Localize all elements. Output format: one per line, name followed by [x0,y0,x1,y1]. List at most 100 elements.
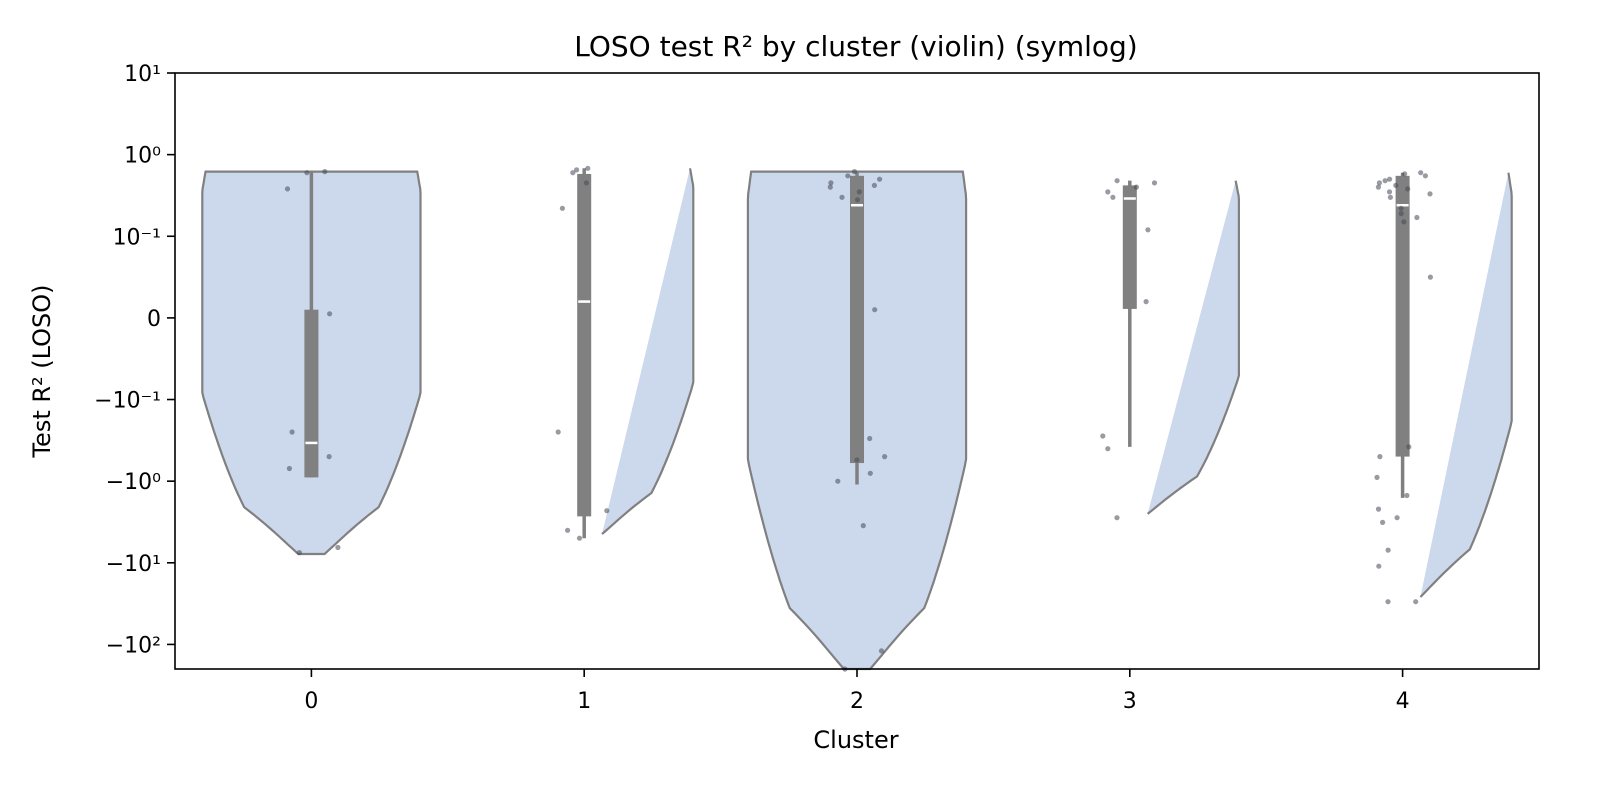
x-tick-label: 0 [304,689,318,714]
y-tick-label: −10⁰ [106,470,161,495]
data-point-0 [326,454,332,460]
y-tick-label: −10⁻¹ [94,389,161,414]
data-point-4 [1377,454,1383,460]
data-point-1 [555,429,561,435]
iqr-box-3 [1122,185,1137,309]
violin-body-1 [601,168,695,535]
data-point-2 [872,307,878,313]
data-point-2 [860,523,866,529]
data-point-0 [289,429,295,435]
data-point-1 [565,527,571,533]
data-point-4 [1382,178,1388,184]
iqr-box-2 [850,175,864,464]
data-point-2 [882,454,888,460]
iqr-box-1 [577,173,592,517]
y-tick-label: 10⁰ [124,144,161,169]
data-point-1 [583,180,590,186]
data-point-2 [871,182,878,188]
y-tick-label: −10² [106,633,161,658]
data-point-4 [1405,186,1411,192]
data-point-4 [1387,176,1393,182]
data-point-2 [854,457,860,463]
data-point-4 [1398,210,1404,217]
data-point-1 [574,167,580,173]
data-point-2 [878,648,885,654]
data-point-4 [1398,205,1404,211]
data-point-4 [1394,515,1400,521]
iqr-box-0 [304,309,319,478]
data-point-2 [856,189,862,195]
data-point-0 [286,465,292,472]
data-point-1 [559,205,566,211]
x-tick-label: 2 [850,689,864,714]
data-point-4 [1404,492,1410,499]
data-point-2 [854,197,861,203]
plot-area [201,165,1513,672]
data-point-1 [570,170,576,176]
data-point-2 [828,180,834,186]
data-point-2 [867,470,873,476]
data-point-3 [1145,227,1151,233]
data-point-2 [877,176,883,182]
data-point-4 [1393,182,1399,188]
data-point-4 [1413,599,1419,605]
data-point-2 [851,169,858,175]
data-point-2 [827,184,833,190]
x-axis-label: Cluster [813,726,898,754]
data-point-4 [1414,214,1420,221]
data-point-4 [1376,563,1382,569]
data-point-4 [1375,506,1382,512]
data-point-3 [1114,178,1120,184]
data-point-2 [835,478,841,484]
y-tick-label: −10¹ [106,552,161,577]
y-tick-label: 10¹ [124,62,161,87]
data-point-2 [839,194,845,200]
x-axis: 0 1 2 3 4 [304,669,1410,714]
data-point-4 [1406,444,1412,450]
data-point-4 [1401,219,1407,225]
data-point-2 [845,173,851,179]
data-point-1 [604,508,610,514]
chart-title: LOSO test R² by cluster (violin) (symlog… [574,30,1137,63]
x-tick-label: 1 [577,689,591,714]
iqr-box-4 [1395,175,1410,457]
data-point-3 [1151,180,1158,186]
data-point-3 [1105,189,1111,195]
data-point-4 [1402,171,1408,177]
data-point-3 [1133,184,1139,190]
data-point-0 [335,544,341,551]
data-point-4 [1376,180,1382,186]
data-point-4 [1374,474,1380,480]
data-point-4 [1427,191,1433,197]
data-point-0 [284,186,291,192]
data-point-3 [1100,433,1106,439]
data-point-4 [1418,170,1424,176]
y-axis-label: Test R² (LOSO) [28,284,56,458]
violin-body-3 [1146,180,1240,515]
data-point-4 [1380,519,1386,526]
data-point-4 [1375,184,1381,190]
data-point-0 [304,170,310,176]
violin-body-4 [1419,172,1513,598]
data-point-0 [322,169,328,175]
data-point-4 [1427,274,1433,280]
x-tick-label: 4 [1396,689,1410,714]
data-point-3 [1110,194,1116,200]
data-point-4 [1387,194,1393,200]
data-point-1 [576,535,583,541]
data-point-1 [585,165,591,171]
data-point-4 [1386,189,1393,195]
data-point-4 [1385,547,1391,553]
data-point-3 [1114,515,1120,521]
y-tick-label: 0 [147,307,161,332]
data-point-2 [867,435,873,442]
y-tick-label: 10⁻¹ [113,225,161,250]
y-axis: 10¹ 10⁰ 10⁻¹ 0 −10⁻¹ −10⁰ −10¹ −10² [94,62,175,658]
data-point-4 [1422,173,1428,179]
data-point-3 [1143,299,1149,305]
data-point-3 [1105,446,1111,452]
data-point-4 [1385,599,1391,605]
data-point-0 [327,311,333,317]
x-tick-label: 3 [1123,689,1137,714]
